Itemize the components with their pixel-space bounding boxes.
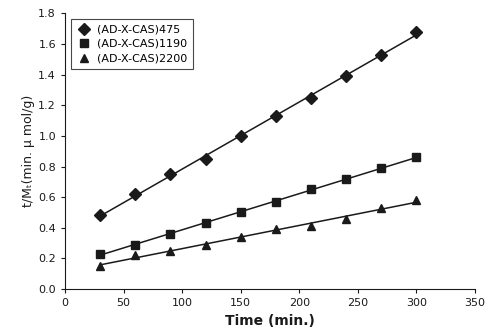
(AD-X-CAS)2200 — [308, 224, 314, 228]
(AD-X-CAS)1190 — [378, 166, 384, 170]
(AD-X-CAS)2200 — [202, 243, 208, 247]
(AD-X-CAS)475 — [308, 96, 314, 100]
(AD-X-CAS)1190 — [273, 200, 279, 204]
X-axis label: Time (min.): Time (min.) — [225, 313, 315, 328]
Line: (AD-X-CAS)1190: (AD-X-CAS)1190 — [96, 153, 420, 258]
(AD-X-CAS)2200 — [414, 198, 420, 202]
(AD-X-CAS)475 — [343, 74, 349, 78]
(AD-X-CAS)2200 — [132, 253, 138, 257]
(AD-X-CAS)475 — [97, 213, 103, 217]
(AD-X-CAS)1190 — [202, 221, 208, 225]
(AD-X-CAS)2200 — [97, 264, 103, 268]
(AD-X-CAS)1190 — [238, 210, 244, 214]
(AD-X-CAS)2200 — [343, 216, 349, 220]
(AD-X-CAS)1190 — [308, 187, 314, 192]
(AD-X-CAS)475 — [238, 134, 244, 138]
(AD-X-CAS)1190 — [168, 232, 173, 236]
(AD-X-CAS)475 — [378, 53, 384, 57]
(AD-X-CAS)475 — [202, 157, 208, 161]
(AD-X-CAS)475 — [168, 172, 173, 176]
(AD-X-CAS)475 — [273, 114, 279, 118]
(AD-X-CAS)2200 — [273, 227, 279, 231]
Legend: (AD-X-CAS)475, (AD-X-CAS)1190, (AD-X-CAS)2200: (AD-X-CAS)475, (AD-X-CAS)1190, (AD-X-CAS… — [70, 19, 193, 69]
(AD-X-CAS)2200 — [238, 235, 244, 239]
Line: (AD-X-CAS)475: (AD-X-CAS)475 — [96, 28, 420, 220]
(AD-X-CAS)2200 — [168, 249, 173, 253]
(AD-X-CAS)1190 — [97, 252, 103, 256]
(AD-X-CAS)475 — [132, 192, 138, 196]
(AD-X-CAS)475 — [414, 30, 420, 34]
Line: (AD-X-CAS)2200: (AD-X-CAS)2200 — [96, 196, 420, 270]
Y-axis label: t/Mₜ(min. µ mol/g): t/Mₜ(min. µ mol/g) — [22, 95, 36, 207]
(AD-X-CAS)1190 — [132, 243, 138, 247]
(AD-X-CAS)1190 — [414, 155, 420, 159]
(AD-X-CAS)1190 — [343, 177, 349, 181]
(AD-X-CAS)2200 — [378, 206, 384, 210]
